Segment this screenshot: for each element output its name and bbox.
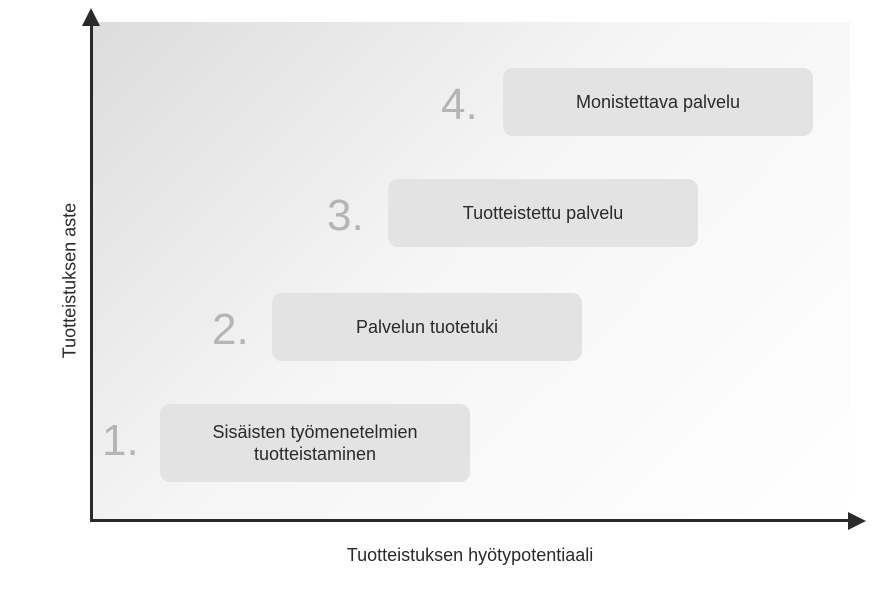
step-label-4: Monistettava palvelu [576,91,740,114]
diagram-stage: Tuotteistuksen aste Tuotteistuksen hyöty… [0,0,883,589]
y-axis-line [90,22,93,522]
step-box-3: Tuotteistettu palvelu [388,179,698,247]
step-box-1: Sisäisten työmenetelmien tuotteistaminen [160,404,470,482]
x-axis-label: Tuotteistuksen hyötypotentiaali [90,545,850,566]
step-number-4: 4. [441,80,478,130]
y-axis-arrow-icon [82,8,100,26]
step-number-3: 3. [327,191,364,241]
step-box-4: Monistettava palvelu [503,68,813,136]
step-number-2: 2. [212,305,249,355]
step-box-2: Palvelun tuotetuki [272,293,582,361]
y-axis-label: Tuotteistuksen aste [60,201,81,361]
x-axis-arrow-icon [848,512,866,530]
step-label-3: Tuotteistettu palvelu [463,202,623,225]
step-label-2: Palvelun tuotetuki [356,316,498,339]
x-axis-line [90,519,850,522]
step-number-1: 1. [102,416,139,466]
step-label-1: Sisäisten työmenetelmien tuotteistaminen [174,421,456,466]
